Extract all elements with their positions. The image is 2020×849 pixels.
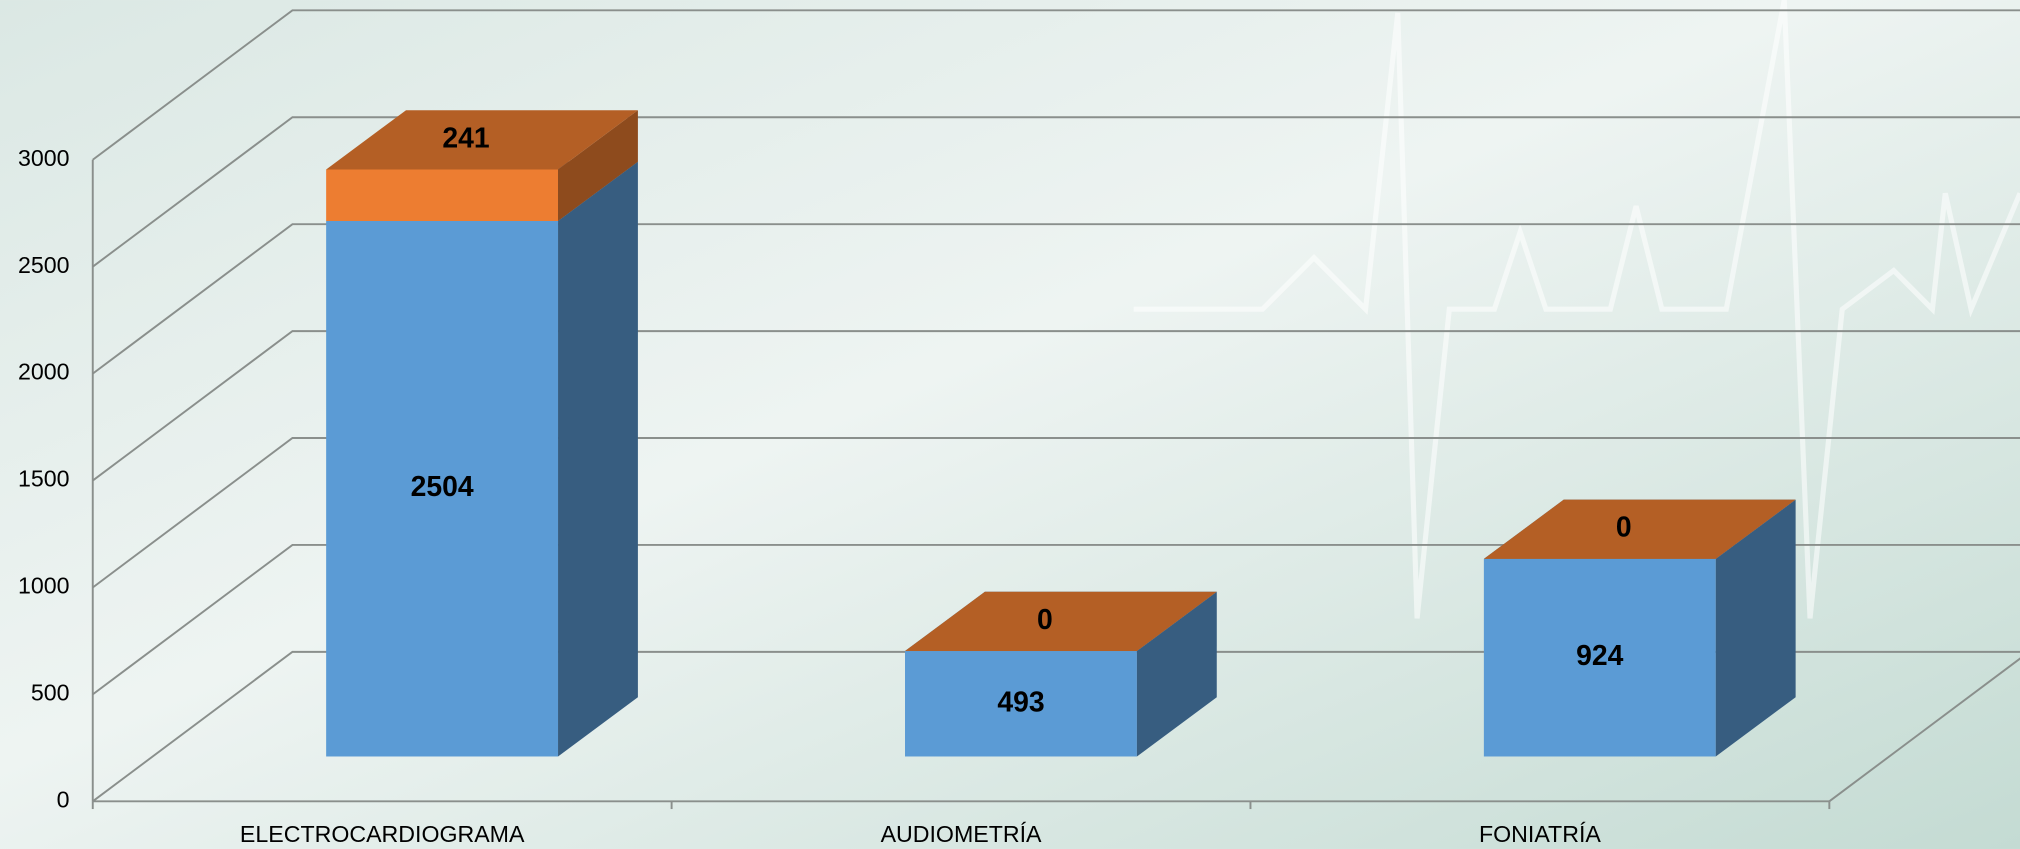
y-tick-label: 2000 xyxy=(18,359,70,385)
chart: 0 500 1000 1500 2000 2500 3000 ELECTROCARDIOGRA… xyxy=(0,0,2020,849)
x-tick-label: AUDIOMETRÍA xyxy=(881,821,1042,847)
bar-front xyxy=(326,169,558,221)
x-tick-label: FONIATRÍA xyxy=(1479,821,1601,847)
bar-side xyxy=(558,162,638,757)
y-tick-label: 1000 xyxy=(18,573,70,599)
value-label: 493 xyxy=(997,686,1044,718)
value-label: 241 xyxy=(442,122,489,154)
y-tick-label: 3000 xyxy=(18,145,70,171)
y-tick-label: 0 xyxy=(57,786,70,812)
value-label: 924 xyxy=(1576,640,1624,672)
x-tick-label: ELECTROCARDIOGRAMA xyxy=(240,821,525,847)
y-tick-label: 2500 xyxy=(18,252,70,278)
value-label: 0 xyxy=(1037,604,1053,636)
value-label: 0 xyxy=(1616,512,1632,544)
value-label: 2504 xyxy=(411,471,474,503)
y-tick-label: 1500 xyxy=(18,466,70,492)
y-tick-label: 500 xyxy=(31,680,70,706)
